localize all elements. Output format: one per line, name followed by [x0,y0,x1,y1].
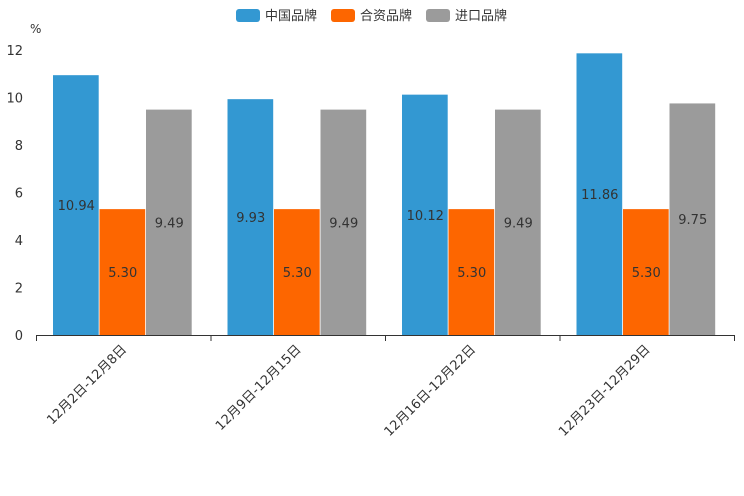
x-axis: 12月2日-12月8日 12月9日-12月15日 12月16日-12月22日 12月2… [36,335,735,440]
y-tick-label-12: 12 [6,44,23,59]
data-label-2-3: 5.30 [457,266,486,281]
y-tick-label-0: 0 [15,329,23,344]
bar-3-3 [495,109,541,335]
bar-3-2 [320,109,367,335]
x-tick-label-2: 12月9日-12月15日 [213,342,305,434]
bar-2-3 [448,209,495,335]
data-label-1-4: 11.86 [581,188,618,203]
x-tick-label-3: 12月16日-12月22日 [382,342,479,439]
data-label-3-2: 9.49 [329,216,358,231]
legend-label-3: 进口品牌 [455,8,507,24]
y-tick-label-2: 2 [15,282,23,297]
y-axis: 0 2 4 6 8 10 12 [6,44,23,344]
data-label-2-2: 5.30 [283,266,312,281]
legend-swatch-2 [331,9,355,22]
x-tick-label-4: 12月23日-12月29日 [556,342,653,439]
data-label-2-4: 5.30 [632,266,661,281]
bar-1-4 [576,53,623,335]
bar-1-2 [227,99,274,335]
bar-3-4 [669,103,716,335]
y-tick-label-10: 10 [6,92,23,107]
legend: 中国品牌 合资品牌 进口品牌 [236,8,507,24]
y-tick-label-8: 8 [15,139,23,154]
data-label-3-1: 9.49 [155,216,184,231]
bar-1-1 [53,75,99,336]
data-label-1-3: 10.12 [407,209,444,224]
y-tick-label-6: 6 [15,187,23,202]
legend-swatch-3 [426,9,450,22]
bar-2-2 [274,209,320,335]
legend-label-2: 合资品牌 [360,8,412,24]
bar-2-4 [623,209,669,335]
x-tick-label-1: 12月2日-12月8日 [44,342,130,428]
legend-label-1: 中国品牌 [265,8,317,24]
bars: 10.94 5.30 9.49 9.93 5.30 9.49 10.12 5.30 9.49 11… [53,53,716,336]
y-axis-unit-label: % [30,22,41,36]
data-label-3-4: 9.75 [678,213,707,228]
bar-1-3 [402,94,448,336]
data-label-1-2: 9.93 [236,211,265,226]
data-label-2-1: 5.30 [108,266,137,281]
y-tick-label-4: 4 [15,234,23,249]
data-label-1-1: 10.94 [58,199,95,214]
bar-2-1 [99,209,146,335]
legend-swatch-1 [236,9,260,22]
bar-3-1 [146,109,192,335]
data-label-3-3: 9.49 [504,216,533,231]
